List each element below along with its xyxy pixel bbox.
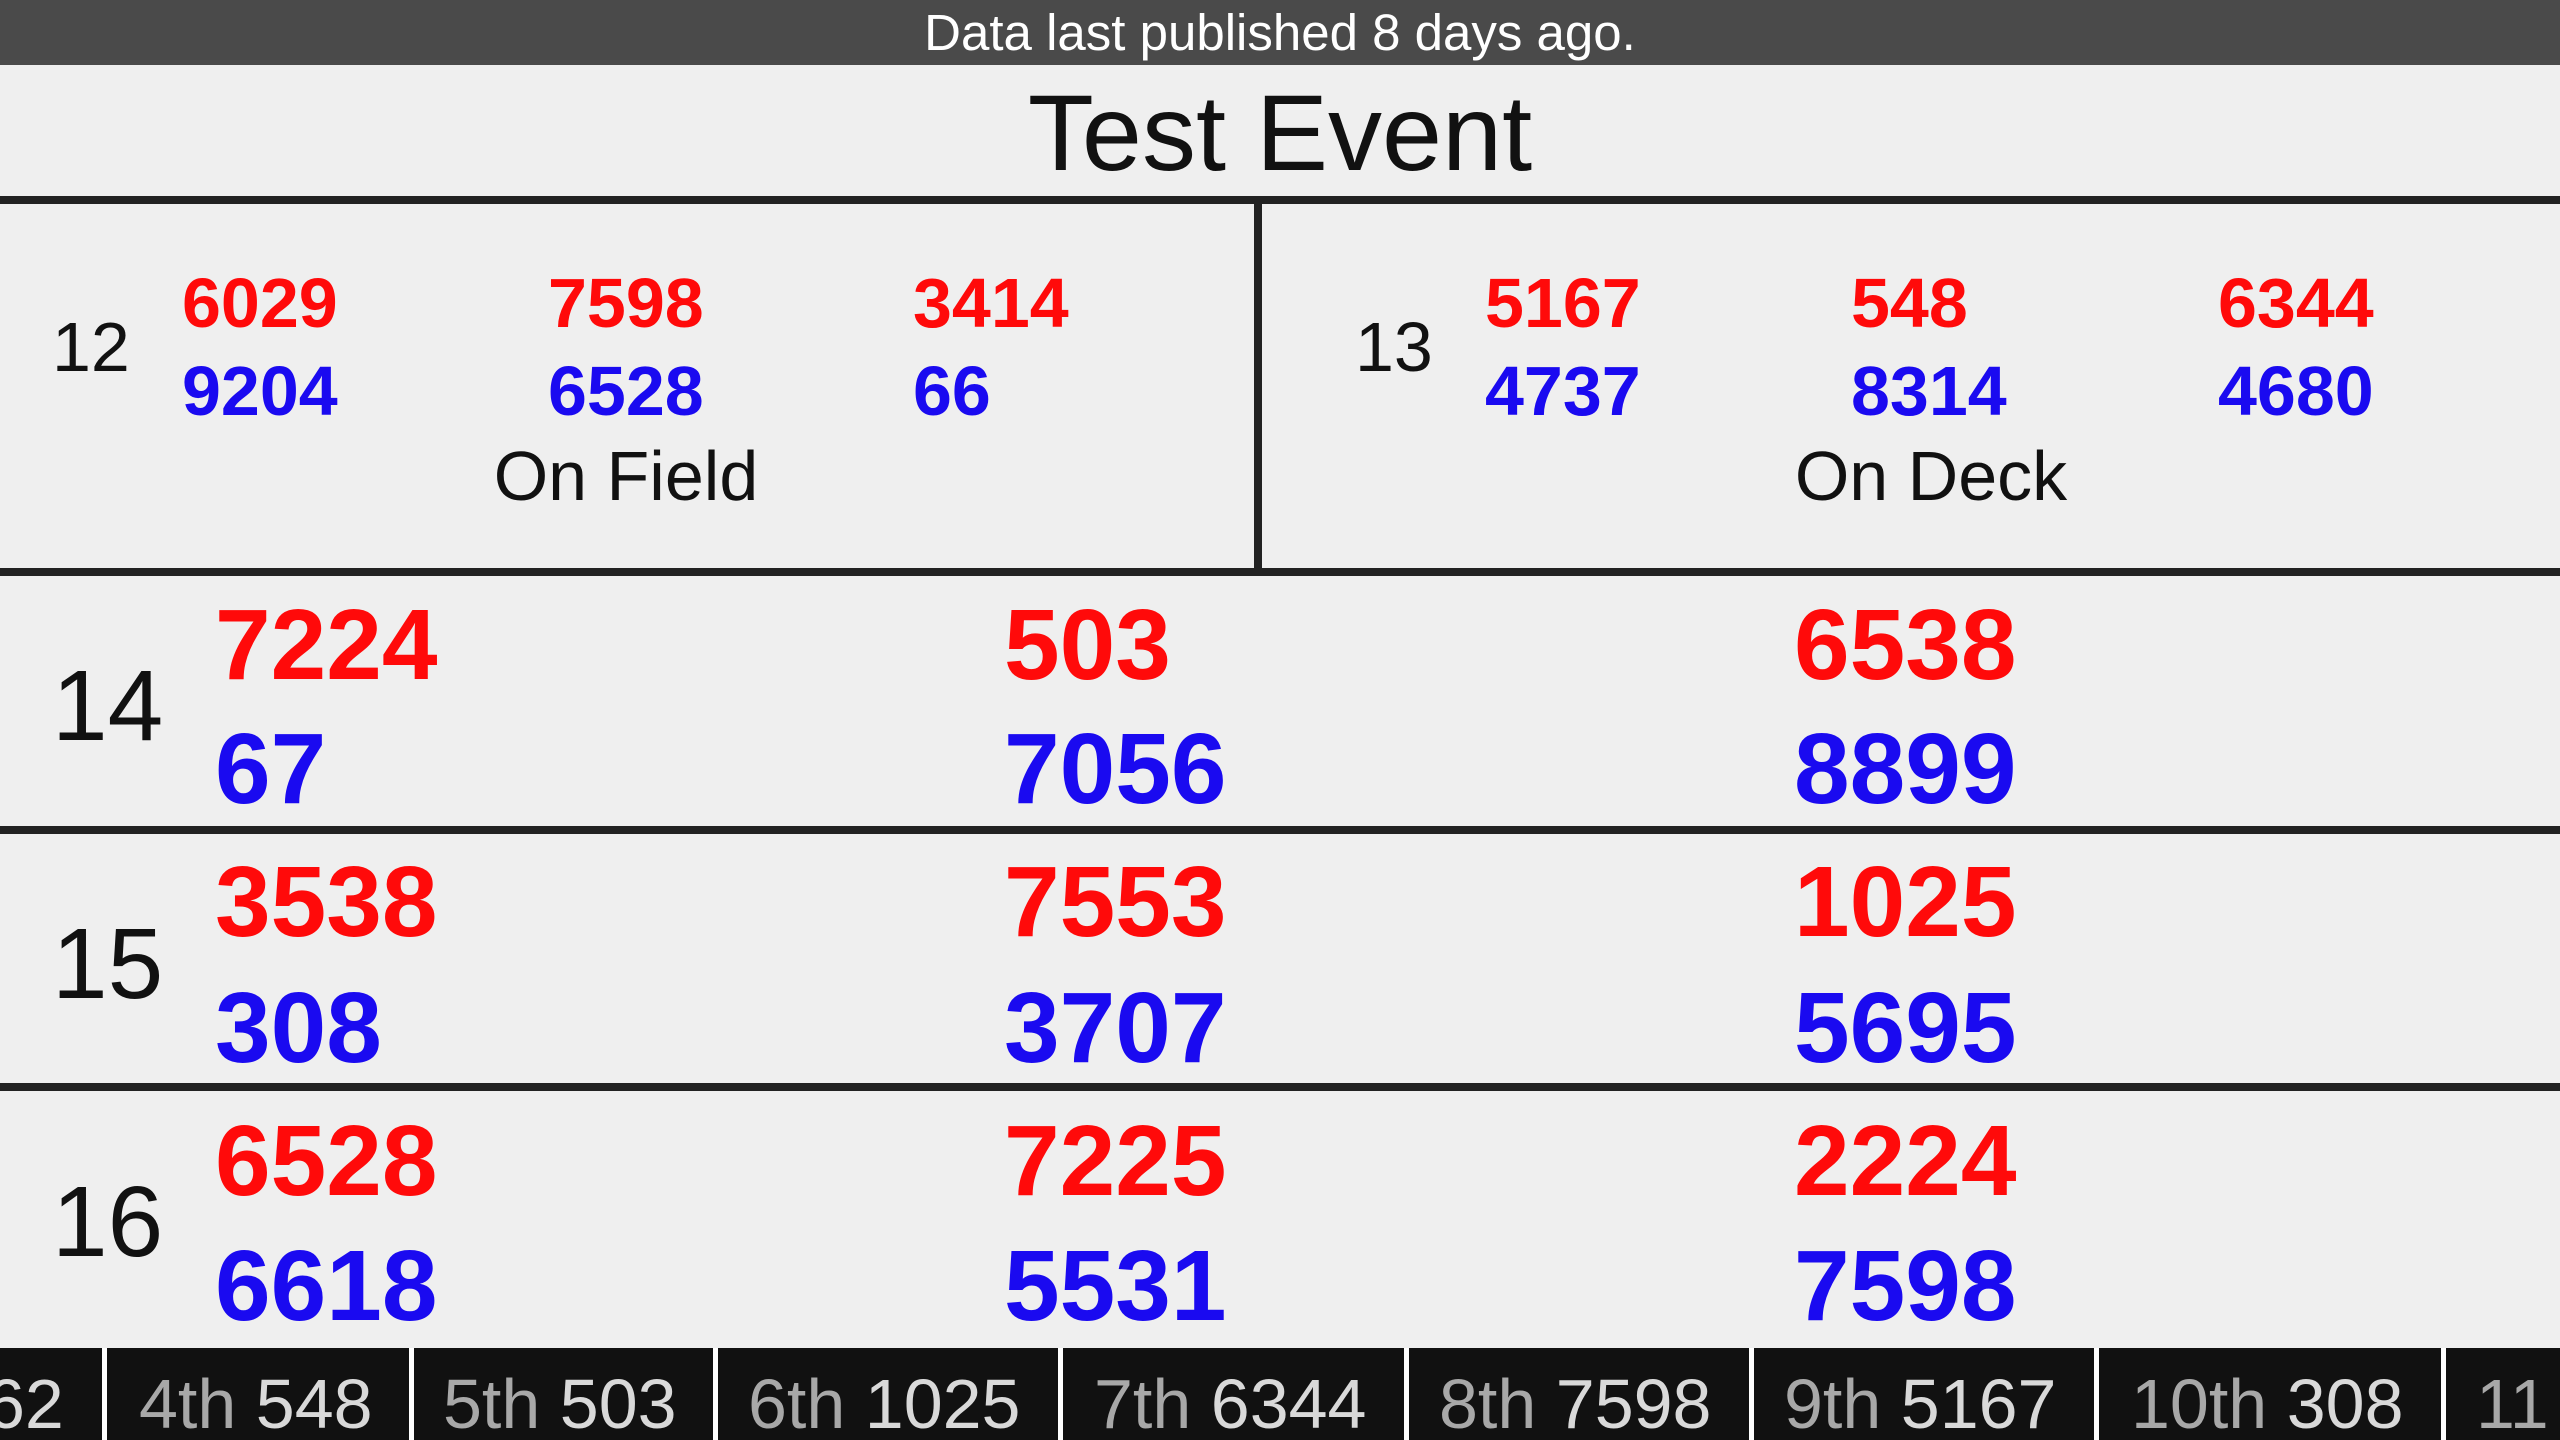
red-team: 7598 [548,264,704,342]
match-number: 15 [52,908,164,1020]
ranking-item: 4th 548 [139,1365,373,1440]
red-team: 6029 [182,264,338,342]
on-deck-label: On Deck [1794,437,2068,515]
ranking-item: 8th 7598 [1439,1365,1712,1440]
ranking-item: 5th 503 [443,1365,677,1440]
event-title: Test Event [1027,72,1533,193]
red-team: 6538 [1794,589,2017,701]
divider [0,826,2560,834]
blue-team: 67 [215,713,327,825]
red-team: 5167 [1485,264,1641,342]
panel-divider [1254,196,1262,573]
data-freshness-banner: Data last published 8 days ago. [0,0,2560,65]
ticker-separator [1058,1348,1063,1440]
ticker-separator [409,1348,414,1440]
red-team: 7553 [1004,846,1227,958]
ticker-separator [1749,1348,1754,1440]
ranking-item: 6th 1025 [748,1365,1021,1440]
red-team: 3414 [913,264,1069,342]
red-team: 503 [1004,589,1171,701]
rankings-ticker: 62 4th 548 5th 503 6th 1025 7th 6344 8th… [0,1348,2560,1440]
blue-team: 4737 [1485,352,1641,430]
on-field-label: On Field [493,437,759,515]
blue-team: 66 [913,352,991,430]
match-number: 16 [52,1166,164,1278]
blue-team: 308 [215,972,382,1084]
match-number: 12 [52,308,130,386]
ticker-separator [713,1348,718,1440]
blue-team: 8899 [1794,713,2017,825]
red-team: 7224 [215,589,438,701]
blue-team: 6528 [548,352,704,430]
ticker-separator [2441,1348,2446,1440]
blue-team: 7598 [1794,1230,2017,1342]
ticker-separator [1404,1348,1409,1440]
ticker-separator [2094,1348,2099,1440]
blue-team: 7056 [1004,713,1227,825]
red-team: 2224 [1794,1105,2017,1217]
blue-team: 5531 [1004,1230,1227,1342]
red-team: 6344 [2218,264,2374,342]
ranking-item: 7th 6344 [1094,1365,1367,1440]
match-number: 14 [52,650,164,762]
divider [0,568,2560,576]
blue-team: 8314 [1851,352,2007,430]
red-team: 3538 [215,846,438,958]
ticker-separator [102,1348,107,1440]
blue-team: 6618 [215,1230,438,1342]
red-team: 548 [1851,264,1968,342]
red-team: 7225 [1004,1105,1227,1217]
ranking-item: 9th 5167 [1784,1365,2057,1440]
blue-team: 5695 [1794,972,2017,1084]
divider [0,196,2560,204]
red-team: 6528 [215,1105,438,1217]
ranking-item: 10th 308 [2131,1365,2404,1440]
blue-team: 4680 [2218,352,2374,430]
blue-team: 3707 [1004,972,1227,1084]
blue-team: 9204 [182,352,338,430]
match-number: 13 [1355,308,1433,386]
ranking-item: 11 [2476,1365,2549,1440]
divider [0,1083,2560,1091]
ranking-item: 62 [0,1365,64,1440]
red-team: 1025 [1794,846,2017,958]
